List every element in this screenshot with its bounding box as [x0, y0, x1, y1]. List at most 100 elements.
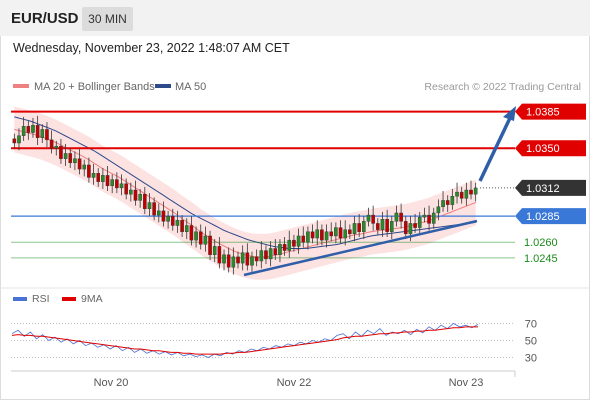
resistance-badge-label: 1.0385	[526, 107, 560, 119]
candlesticks	[12, 115, 478, 275]
candle-body	[170, 215, 175, 226]
candle-body	[203, 235, 208, 245]
candle-body	[413, 223, 417, 228]
candle-body	[59, 145, 63, 159]
resistance-badge	[515, 103, 586, 120]
candle-body	[129, 189, 133, 195]
candle-body	[21, 126, 26, 136]
candle-body	[357, 223, 361, 232]
time-tick-label: Nov 20	[94, 377, 129, 389]
support-label: 1.0245	[524, 253, 558, 265]
rsi-tick-label-30: 30	[525, 353, 537, 365]
candle-body	[408, 223, 413, 235]
candle-body	[431, 212, 436, 224]
candle-body	[264, 250, 268, 260]
candle-body	[17, 135, 21, 144]
candle-body	[376, 223, 380, 230]
candle-body	[119, 183, 124, 189]
candle-body	[226, 254, 231, 268]
candle-body	[194, 231, 198, 241]
rsi-panel: 70 50 30	[11, 319, 537, 365]
candle-body	[343, 229, 347, 239]
interval-selector[interactable]: 30 MIN	[82, 7, 133, 31]
candle-body	[161, 210, 166, 222]
candle-body	[115, 179, 119, 189]
candle-body	[455, 191, 459, 197]
candle-body	[273, 248, 278, 255]
candle-body	[236, 256, 240, 264]
projection-arrow-line	[478, 117, 512, 182]
candle-body	[389, 221, 394, 232]
candle-body	[12, 138, 17, 144]
bollinger-bands	[14, 106, 476, 280]
candle-body	[292, 239, 296, 247]
candle-body	[91, 173, 96, 178]
support-trendline	[243, 219, 478, 277]
candle-body	[473, 187, 478, 195]
candle-body	[240, 252, 245, 264]
9ma-series-line	[11, 326, 478, 355]
candle-body	[259, 250, 264, 262]
candle-body	[464, 189, 469, 199]
candle-body	[105, 175, 110, 187]
resistance-badge-label: 1.0350	[526, 143, 560, 155]
candle-body	[138, 193, 142, 201]
candle-body	[73, 158, 77, 164]
candle-body	[334, 227, 338, 237]
time-tick-label: Nov 22	[277, 377, 312, 389]
rsi-legend-label: RSI	[32, 293, 50, 305]
time-tick-label: Nov 23	[449, 377, 484, 389]
candle-body	[212, 246, 217, 255]
candle-body	[110, 179, 114, 187]
ma50-legend-label: MA 50	[175, 81, 206, 93]
candle-body	[282, 244, 287, 251]
candle-body	[49, 139, 54, 149]
candle-body	[329, 231, 334, 237]
ma50-legend-swatch	[155, 84, 171, 88]
candle-body	[208, 235, 212, 255]
candle-body	[352, 223, 357, 235]
last-badge-label: 1.0312	[526, 183, 560, 195]
rsi-tick-label-70: 70	[525, 319, 537, 331]
candle-body	[166, 215, 170, 222]
candle-body	[180, 220, 184, 232]
ma20-legend-label: MA 20 + Bollinger Bands	[34, 81, 155, 93]
candle-body	[348, 229, 352, 235]
candle-body	[96, 173, 101, 182]
candle-body	[394, 212, 399, 222]
candle-body	[324, 231, 329, 241]
candle-body	[54, 145, 59, 149]
candle-body	[422, 214, 427, 218]
candle-body	[77, 158, 82, 170]
resistance-badge	[515, 140, 586, 157]
candle-body	[222, 254, 226, 264]
candle-body	[26, 126, 31, 133]
copyright-text: Research © 2022 Trading Central	[424, 81, 581, 93]
candle-body	[35, 125, 40, 138]
candle-body	[124, 183, 128, 195]
candle-body	[45, 129, 49, 141]
top-bar: EUR/USD 30 MIN	[0, 0, 590, 36]
pivot-badge-label: 1.0285	[526, 211, 560, 223]
candle-body	[143, 193, 147, 210]
candle-body	[417, 216, 422, 228]
candle-body	[366, 214, 371, 222]
rsi-legend-swatch	[13, 297, 27, 301]
candle-body	[380, 219, 385, 230]
candle-body	[287, 239, 292, 251]
candle-body	[306, 231, 310, 243]
bollinger-fill	[14, 106, 476, 280]
candle-body	[63, 153, 68, 159]
candle-body	[31, 125, 35, 133]
ma9-legend-label: 9MA	[81, 293, 103, 305]
ma50-line	[14, 116, 476, 249]
moving-averages	[14, 116, 476, 258]
pivot-badge	[515, 208, 586, 225]
last-badge	[515, 179, 586, 196]
candle-body	[385, 219, 389, 232]
candle-body	[217, 246, 222, 264]
candle-body	[278, 244, 282, 255]
candle-body	[469, 189, 473, 195]
